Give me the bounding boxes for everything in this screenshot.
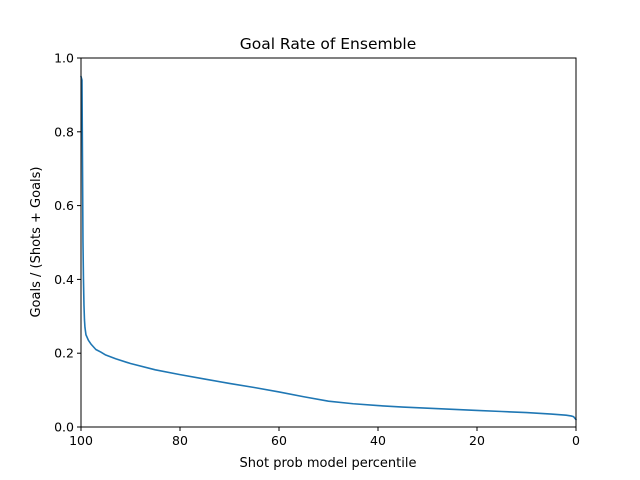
y-axis-label: Goals / (Shots + Goals) <box>29 166 44 317</box>
x-tick-label: 40 <box>370 433 386 448</box>
y-tick-label: 0.8 <box>54 124 74 139</box>
plot-frame <box>80 57 577 428</box>
y-tick-label: 0.0 <box>54 420 74 435</box>
y-tick-label: 0.6 <box>54 198 74 213</box>
plot-area: 100 80 60 40 20 0 0.0 0.2 0.4 0.6 0.8 1.0 <box>54 51 580 449</box>
x-tick-label: 100 <box>69 433 93 448</box>
chart-title: Goal Rate of Ensemble <box>240 35 417 53</box>
x-tick-label: 0 <box>572 433 580 448</box>
series-line-0 <box>80 75 577 421</box>
y-tick-label: 0.2 <box>54 346 74 361</box>
y-tick-label: 1.0 <box>54 51 74 66</box>
x-tick-label: 20 <box>469 433 485 448</box>
y-tick-label: 0.4 <box>54 272 74 287</box>
x-tick-label: 60 <box>271 433 287 448</box>
x-axis-label: Shot prob model percentile <box>240 456 417 471</box>
x-tick-label: 80 <box>172 433 188 448</box>
